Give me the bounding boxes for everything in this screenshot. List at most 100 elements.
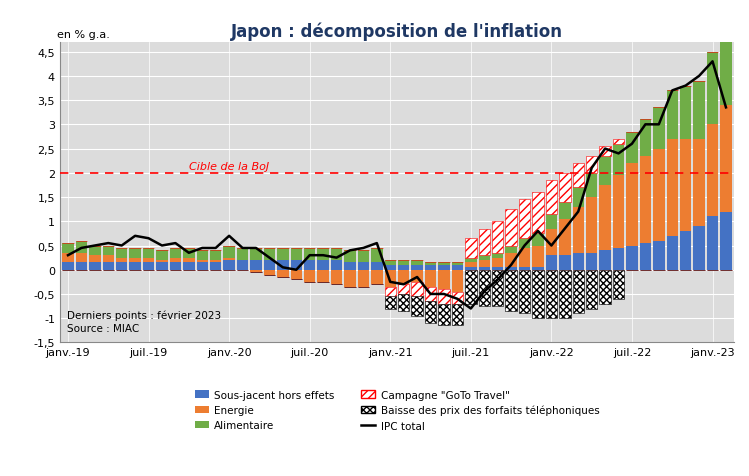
Title: Japon : décomposition de l'inflation: Japon : décomposition de l'inflation [231, 23, 563, 41]
Bar [694, 227, 705, 270]
Bar [183, 258, 195, 263]
Bar [519, 200, 530, 239]
Bar [157, 263, 168, 270]
Bar [707, 125, 718, 217]
Bar [411, 297, 423, 316]
Bar [465, 239, 476, 258]
Bar [452, 292, 463, 304]
Bar [237, 260, 248, 270]
Bar [546, 229, 557, 256]
Bar [586, 157, 598, 173]
Bar [599, 270, 611, 304]
Bar [304, 260, 315, 270]
Bar [210, 263, 222, 270]
Bar [613, 144, 624, 176]
Bar [640, 120, 651, 157]
Bar [223, 260, 235, 270]
Bar [533, 246, 544, 268]
Text: en % g.a.: en % g.a. [57, 30, 109, 40]
Bar [479, 256, 490, 260]
Bar [411, 282, 423, 297]
Bar [411, 265, 423, 270]
Bar [667, 91, 678, 139]
Bar [250, 270, 261, 273]
Bar [599, 157, 611, 186]
Bar [586, 253, 598, 270]
Bar [425, 302, 436, 323]
Bar [183, 263, 195, 270]
Bar [143, 263, 154, 270]
Bar [452, 270, 463, 292]
Bar [116, 248, 127, 258]
Bar [304, 248, 315, 260]
Bar [721, 212, 732, 270]
Bar [613, 270, 624, 299]
Bar [506, 253, 517, 268]
Bar [170, 258, 181, 263]
Bar [358, 251, 369, 263]
Bar [384, 297, 396, 309]
Bar [506, 246, 517, 253]
Bar [264, 270, 275, 275]
Bar [103, 246, 114, 256]
Bar [667, 139, 678, 236]
Bar [398, 265, 410, 270]
Bar [640, 244, 651, 270]
Bar [331, 260, 342, 270]
Bar [640, 157, 651, 244]
Bar [76, 253, 87, 263]
Bar [170, 263, 181, 270]
Bar [384, 287, 396, 297]
Bar [519, 248, 530, 268]
Bar [384, 265, 396, 270]
Bar [304, 270, 315, 282]
Bar [384, 270, 396, 287]
Bar [223, 258, 235, 260]
Bar [599, 251, 611, 270]
Bar [291, 260, 302, 270]
Bar [506, 268, 517, 270]
Bar [411, 270, 423, 282]
Bar [264, 260, 275, 270]
Bar [707, 52, 718, 125]
Bar [492, 268, 503, 270]
Bar [559, 219, 571, 256]
Bar [76, 263, 87, 270]
Bar [546, 181, 557, 215]
Bar [586, 270, 598, 309]
Bar [546, 256, 557, 270]
Bar [680, 139, 691, 231]
Bar [250, 248, 261, 260]
Bar [667, 236, 678, 270]
Bar [291, 270, 302, 280]
Bar [170, 248, 181, 258]
Bar [519, 239, 530, 248]
Bar [680, 231, 691, 270]
Bar [62, 253, 73, 263]
Bar [653, 108, 664, 149]
Bar [479, 229, 490, 256]
Bar [103, 256, 114, 263]
Bar [572, 270, 584, 314]
Bar [559, 256, 571, 270]
Bar [384, 260, 396, 265]
Bar [398, 270, 410, 285]
Bar [479, 270, 490, 307]
Bar [438, 263, 449, 265]
Bar [157, 251, 168, 260]
Bar [492, 270, 503, 307]
Bar [680, 86, 691, 139]
Bar [89, 256, 100, 263]
Bar [438, 304, 449, 326]
Bar [143, 248, 154, 258]
Bar [452, 263, 463, 265]
Bar [721, 106, 732, 212]
Bar [438, 265, 449, 270]
Text: Derniers points : février 2023
Source : MIAC: Derniers points : février 2023 Source : … [67, 310, 221, 334]
Bar [318, 260, 329, 270]
Bar [425, 263, 436, 265]
Bar [533, 193, 544, 234]
Bar [506, 270, 517, 311]
Bar [116, 258, 127, 263]
Bar [438, 270, 449, 289]
